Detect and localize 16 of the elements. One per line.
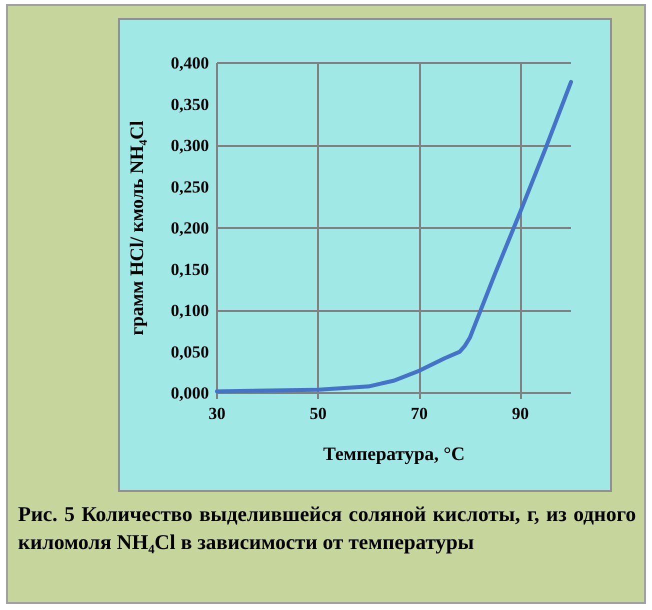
y-tick-label: 0,200 [170,218,209,238]
y-tick-label: 0,000 [170,384,209,402]
x-axis-title: Температура, °C [323,444,465,465]
y-tick-label: 0,150 [170,260,209,279]
y-tick-label: 0,400 [170,54,209,72]
text: Рис. 5 Количество выделившейся соляной кислоты, г, из одного киломоля NH₄Cl в зависимости от температуры [18,501,636,556]
y-tick-label: 0,250 [170,177,209,196]
x-tick-label: 30 [208,404,226,423]
y-tick-label: 0,100 [170,301,209,320]
y-tick-label: 0,300 [170,136,209,155]
x-tick-label: 50 [310,404,327,423]
x-tick-label: 90 [512,404,529,423]
x-tick-label: 70 [410,404,428,423]
y-tick-label: 0,350 [170,94,209,114]
y-tick-label: 0,050 [170,342,209,362]
y-axis-title: грамм HCl/ кмоль NH₄Cl [127,120,148,336]
